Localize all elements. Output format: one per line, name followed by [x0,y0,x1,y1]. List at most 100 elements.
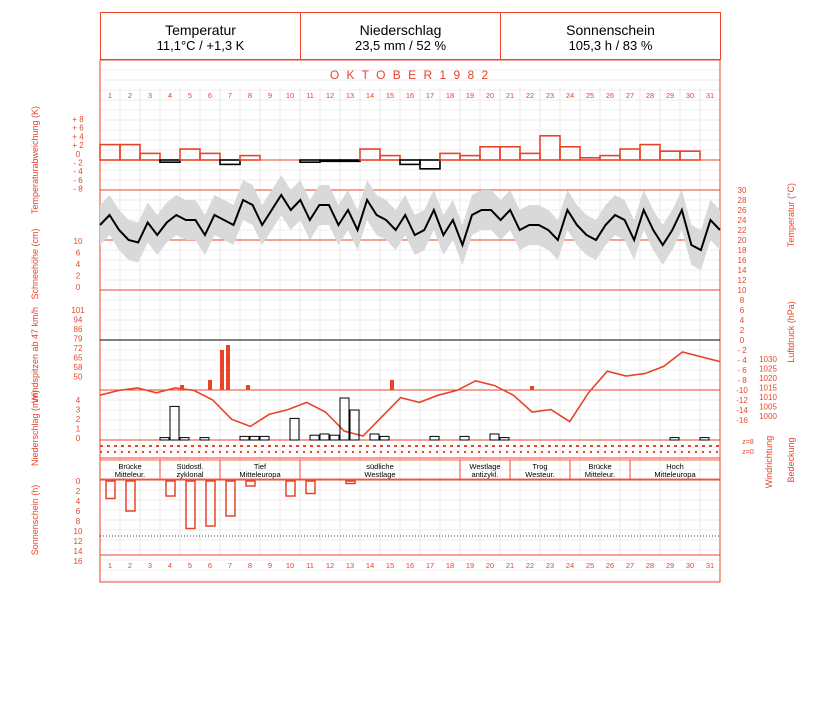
day-label-top: 18 [446,91,454,100]
day-label-top: 9 [268,91,272,100]
precip-bar [309,434,320,441]
day-label-bottom: 13 [346,561,354,570]
tick-gust: 58 [74,363,83,372]
precip-bar [289,417,300,441]
day-label-top: 19 [466,91,474,100]
weather-type-label: Brücke [118,462,141,471]
tick-gust: 72 [74,344,83,353]
precip-bar [499,437,510,441]
tick-sun: 2 [76,487,81,496]
day-label-bottom: 29 [666,561,674,570]
weather-type-label: Mitteleuropa [239,470,281,479]
day-label-top: 25 [586,91,594,100]
tick-temperature: 24 [738,216,747,225]
tick-temp-dev: 0 [76,150,81,159]
day-label-bottom: 24 [566,561,574,570]
weather-type-label: Westeur. [525,470,554,479]
temp-dev-bar [559,146,581,161]
day-label-bottom: 10 [286,561,294,570]
tick-temp-dev: - 6 [73,176,83,185]
weather-type-label: Hoch [666,462,684,471]
temp-dev-bar [99,143,121,161]
day-label-bottom: 30 [686,561,694,570]
tick-pressure: 1010 [759,393,777,402]
axis-label-wind-dir: Windrichtung [764,436,774,489]
precip-bar [169,405,180,441]
day-label-top: 1 [108,91,112,100]
wind-gust-bar [390,380,394,390]
tick-sun: 10 [74,527,83,536]
header-sunshine: Sonnenschein 105,3 h / 83 % [501,12,721,60]
header-temperature-title: Temperatur [165,22,236,38]
tick-gust: 65 [74,354,83,363]
day-label-bottom: 9 [268,561,272,570]
temp-dev-bar [319,159,341,163]
precip-bar [379,435,390,441]
header-precipitation-value: 23,5 mm / 52 % [354,38,447,53]
temp-dev-bar [439,152,461,161]
temp-dev-bar [139,152,161,161]
tick-temp-dev: - 8 [73,185,83,194]
tick-temp-dev: + 4 [72,132,84,141]
tick-pressure: 1020 [759,374,777,383]
tick-temperature: - 6 [737,366,747,375]
precip-bar [179,437,190,441]
temperature-line [99,193,721,252]
temp-dev-bar [159,159,181,163]
day-label-bottom: 21 [506,561,514,570]
tick-temp-dev: + 2 [72,141,84,150]
tick-temperature: 8 [740,296,745,305]
header-sunshine-value: 105,3 h / 83 % [568,38,653,53]
tick-gust: 94 [74,316,83,325]
temp-dev-bar [359,148,381,161]
temp-dev-bar [399,159,421,166]
day-label-bottom: 14 [366,561,374,570]
day-label-bottom: 2 [128,561,132,570]
day-label-bottom: 17 [426,561,434,570]
day-label-top: 22 [526,91,534,100]
precip-bar [699,437,710,441]
axis-label-snow: Schneehöhe (cm) [30,228,40,299]
tick-temperature: 16 [738,256,747,265]
axis-label-gust: Windspitzen ab 47 km/h [30,307,40,403]
day-label-top: 31 [706,91,714,100]
temp-dev-bar [179,148,201,161]
tick-temperature: -14 [736,406,748,415]
tick-temperature: - 2 [737,346,747,355]
day-label-top: 27 [626,91,634,100]
tick-temp-dev: - 4 [73,167,83,176]
day-label-top: 14 [366,91,374,100]
day-label-top: 24 [566,91,574,100]
tick-temperature: 0 [740,336,745,345]
day-label-top: 23 [546,91,554,100]
day-label-top: 3 [148,91,152,100]
day-label-top: 12 [326,91,334,100]
tick-precip: 3 [76,406,81,415]
temp-dev-bar [519,152,541,161]
weather-type-label: südliche [366,462,394,471]
header-precipitation-title: Niederschlag [359,22,442,38]
tick-temperature: - 4 [737,356,747,365]
tick-temp-dev: + 6 [72,124,84,133]
day-label-top: 30 [686,91,694,100]
axis-label-sun: Sonnenschein (h) [30,485,40,556]
wind-gust-bar [530,386,534,390]
tick-temperature: 12 [738,276,747,285]
tick-sun: 4 [76,497,81,506]
axis-label-temperature: Temperatur (°C) [786,183,796,247]
frame-border [99,59,721,583]
weather-type-label: Mitteleur. [115,470,145,479]
day-label-bottom: 11 [306,561,314,570]
tick-snow: 0 [76,283,81,292]
day-label-top: 20 [486,91,494,100]
day-label-bottom: 3 [148,561,152,570]
day-label-top: 4 [168,91,172,100]
temp-dev-bar [239,154,261,161]
tick-pressure: 1030 [759,355,777,364]
temp-dev-bar [499,146,521,161]
tick-precip: 2 [76,415,81,424]
grid-layer [99,59,721,581]
day-label-bottom: 12 [326,561,334,570]
day-label-bottom: 5 [188,561,192,570]
